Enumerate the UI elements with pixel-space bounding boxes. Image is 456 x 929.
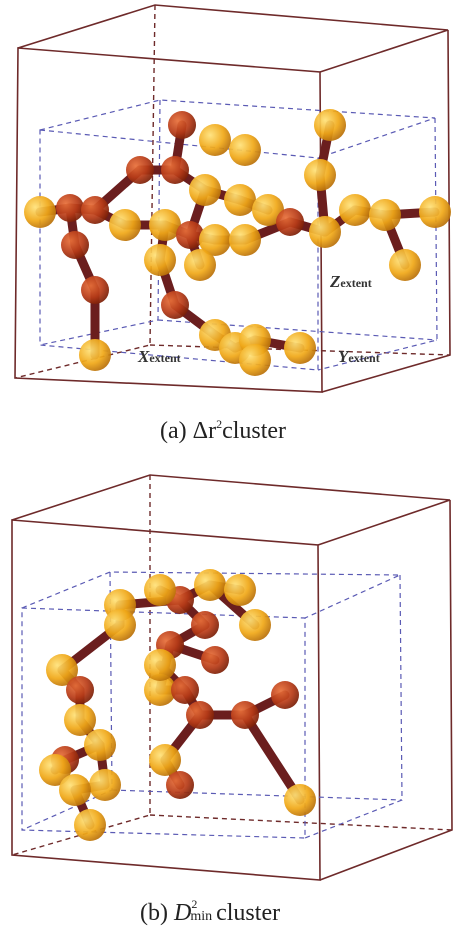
atom [66, 676, 94, 704]
atom [144, 244, 176, 276]
axis-label: Zextent [329, 272, 372, 291]
atom [149, 744, 181, 776]
atom [46, 654, 78, 686]
atom [276, 208, 304, 236]
atom [419, 196, 451, 228]
atom [61, 231, 89, 259]
atom [59, 774, 91, 806]
atom [144, 574, 176, 606]
axis-label: Xextent [137, 347, 181, 366]
atom [144, 649, 176, 681]
axis-label: Yextent [338, 347, 380, 366]
box-b [11, 474, 453, 881]
atom [194, 569, 226, 601]
atom [239, 344, 271, 376]
atom [284, 784, 316, 816]
atom [199, 224, 231, 256]
atom [304, 159, 336, 191]
atom [176, 221, 204, 249]
caption: (b) D2 min cluster [140, 897, 280, 926]
atom [39, 754, 71, 786]
atom [224, 574, 256, 606]
atom [24, 196, 56, 228]
caption: (a) Δr2cluster [160, 417, 286, 444]
atom [224, 184, 256, 216]
atom [189, 174, 221, 206]
atom [104, 609, 136, 641]
atom [271, 681, 299, 709]
atom [109, 209, 141, 241]
atom [171, 676, 199, 704]
atom [284, 332, 316, 364]
atom [64, 704, 96, 736]
atom [339, 194, 371, 226]
atom [369, 199, 401, 231]
atom [81, 276, 109, 304]
atom [239, 609, 271, 641]
atom [161, 291, 189, 319]
atom [126, 156, 154, 184]
atom [81, 196, 109, 224]
atom [309, 216, 341, 248]
atom [229, 224, 261, 256]
atom [231, 701, 259, 729]
atom [229, 134, 261, 166]
atom [84, 729, 116, 761]
atom [56, 194, 84, 222]
atom [186, 701, 214, 729]
atom [161, 156, 189, 184]
atom [184, 249, 216, 281]
atom [191, 611, 219, 639]
atom [144, 674, 176, 706]
atom [166, 771, 194, 799]
atom [201, 646, 229, 674]
atom [89, 769, 121, 801]
atoms [24, 109, 451, 841]
atom [252, 194, 284, 226]
atom [74, 809, 106, 841]
atom [149, 209, 181, 241]
atom [79, 339, 111, 371]
atom [389, 249, 421, 281]
atom [314, 109, 346, 141]
atom [199, 124, 231, 156]
bond [240, 710, 305, 805]
atom [168, 111, 196, 139]
